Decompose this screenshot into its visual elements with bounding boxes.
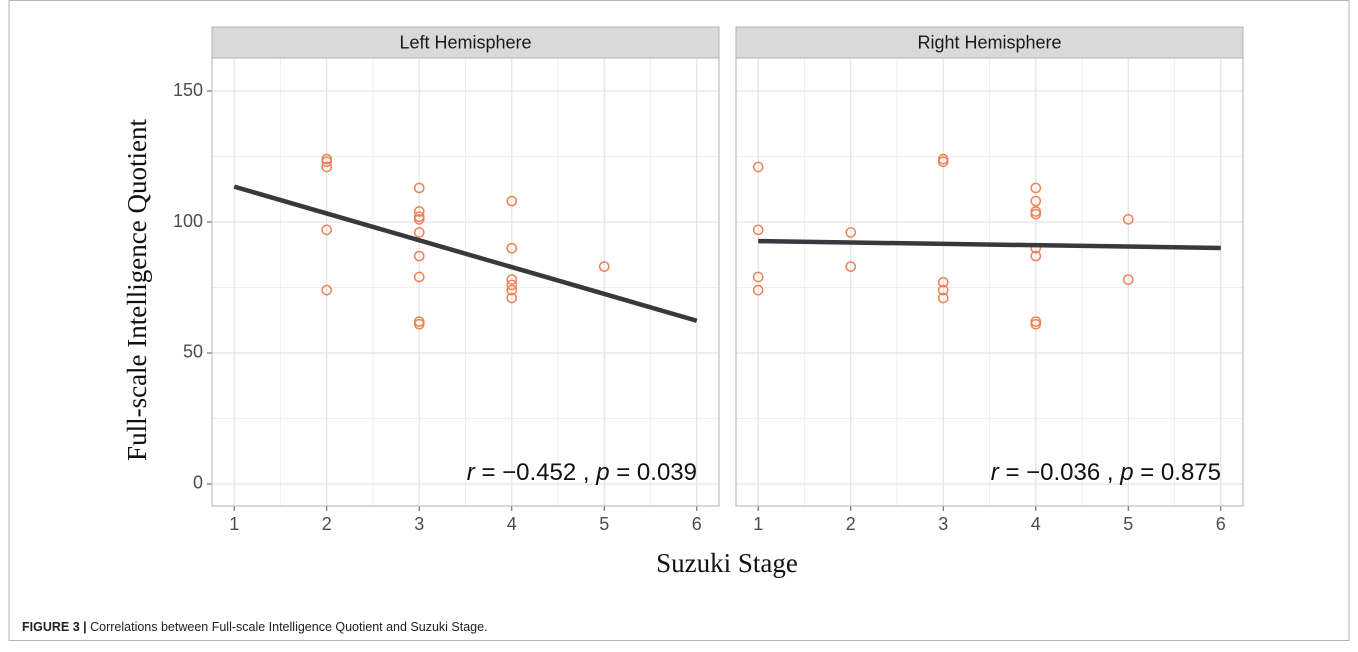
point bbox=[1030, 195, 1042, 207]
y-tick-label: 50 bbox=[183, 342, 203, 362]
x-tick-label: 2 bbox=[846, 514, 856, 534]
point bbox=[413, 227, 425, 238]
annotation-part: r bbox=[467, 459, 476, 486]
point bbox=[413, 318, 425, 330]
point bbox=[413, 271, 425, 283]
annotation: r = −0.036 , p = 0.875 bbox=[991, 459, 1221, 486]
point bbox=[1122, 274, 1134, 285]
annotation-part: p bbox=[595, 459, 609, 486]
point bbox=[321, 156, 333, 168]
x-tick-label: 5 bbox=[1123, 514, 1133, 534]
point bbox=[937, 276, 949, 288]
point bbox=[937, 292, 949, 304]
point bbox=[506, 274, 518, 285]
fit-line bbox=[233, 184, 698, 323]
point bbox=[506, 279, 518, 291]
x-tick-label: 6 bbox=[692, 514, 702, 534]
x-tick-label: 3 bbox=[414, 514, 424, 534]
point bbox=[506, 195, 518, 207]
annotation-part: = −0.452 , bbox=[475, 459, 596, 486]
x-tick-label: 2 bbox=[322, 514, 332, 534]
point bbox=[506, 292, 518, 304]
caption-label: FIGURE 3 | bbox=[22, 620, 87, 634]
point bbox=[752, 161, 764, 173]
point bbox=[321, 161, 333, 173]
x-tick-label: 3 bbox=[938, 514, 948, 534]
x-tick-label: 1 bbox=[753, 514, 763, 534]
point bbox=[506, 284, 518, 296]
panel-border bbox=[211, 57, 720, 507]
x-tick-label: 5 bbox=[599, 514, 609, 534]
annotation-part: = 0.039 bbox=[610, 459, 697, 486]
y-axis-label: Full-scale Intelligence Quotient bbox=[122, 119, 152, 461]
point bbox=[937, 284, 949, 296]
annotation-part: = −0.036 , bbox=[999, 459, 1120, 486]
strip bbox=[735, 26, 1244, 59]
annotation: r = −0.452 , p = 0.039 bbox=[467, 459, 697, 486]
fit-line bbox=[758, 238, 1221, 251]
x-tick-label: 4 bbox=[507, 514, 517, 534]
point bbox=[413, 250, 425, 262]
point bbox=[752, 224, 764, 236]
point bbox=[413, 182, 425, 194]
figure-border bbox=[8, 0, 1350, 641]
point bbox=[845, 261, 857, 272]
x-tick-label: 4 bbox=[1031, 514, 1041, 534]
caption: FIGURE 3 | Correlations between Full-sca… bbox=[22, 620, 488, 634]
y-tick-label: 0 bbox=[193, 473, 203, 493]
point bbox=[1122, 214, 1134, 225]
panel-title: Left Hemisphere bbox=[399, 32, 531, 52]
point bbox=[752, 271, 764, 283]
y-tick-label: 100 bbox=[173, 211, 203, 231]
point bbox=[506, 242, 518, 254]
point bbox=[413, 206, 425, 217]
y-tick-label: 150 bbox=[173, 80, 203, 100]
annotation-part: p bbox=[1119, 459, 1133, 486]
annotation-part: r bbox=[991, 459, 1000, 486]
point bbox=[1030, 318, 1042, 330]
x-axis-label: Suzuki Stage bbox=[656, 548, 798, 578]
point bbox=[598, 261, 610, 272]
point bbox=[752, 284, 764, 296]
point bbox=[1030, 250, 1042, 262]
panel-title: Right Hemisphere bbox=[917, 32, 1061, 52]
point bbox=[1030, 208, 1042, 220]
x-tick-label: 1 bbox=[229, 514, 239, 534]
caption-text: Correlations between Full-scale Intellig… bbox=[90, 620, 487, 634]
point bbox=[413, 214, 425, 225]
panel-border bbox=[735, 57, 1244, 507]
point bbox=[1030, 182, 1042, 194]
point bbox=[321, 224, 333, 236]
point bbox=[845, 227, 857, 238]
annotation-part: = 0.875 bbox=[1134, 459, 1221, 486]
point bbox=[321, 284, 333, 296]
x-tick-label: 6 bbox=[1216, 514, 1226, 534]
point bbox=[937, 156, 949, 168]
